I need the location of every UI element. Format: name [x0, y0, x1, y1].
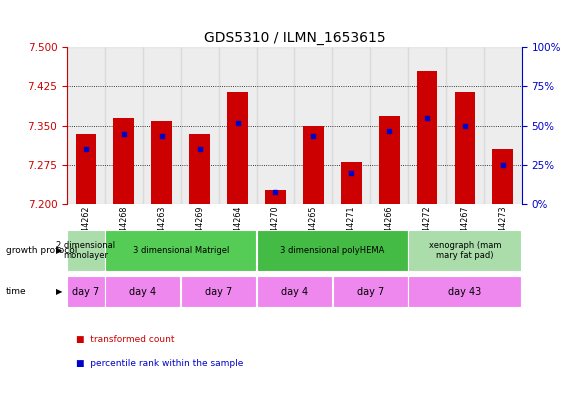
- Title: GDS5310 / ILMN_1653615: GDS5310 / ILMN_1653615: [203, 31, 385, 45]
- Text: day 7: day 7: [205, 287, 232, 297]
- Bar: [417, 71, 437, 204]
- Bar: [303, 126, 324, 204]
- Bar: [446, 47, 484, 204]
- Text: ■  transformed count: ■ transformed count: [76, 336, 174, 344]
- Bar: [333, 276, 408, 307]
- Bar: [67, 47, 105, 204]
- Bar: [189, 134, 210, 204]
- Bar: [265, 190, 286, 204]
- Text: 3 dimensional polyHEMA: 3 dimensional polyHEMA: [280, 246, 385, 255]
- Bar: [370, 47, 408, 204]
- Text: time: time: [6, 287, 26, 296]
- Text: growth protocol: growth protocol: [6, 246, 77, 255]
- Bar: [409, 276, 521, 307]
- Bar: [105, 47, 143, 204]
- Bar: [484, 47, 522, 204]
- Bar: [106, 230, 256, 271]
- Bar: [379, 116, 399, 204]
- Text: 2 dimensional
monolayer: 2 dimensional monolayer: [57, 241, 115, 260]
- Bar: [181, 276, 256, 307]
- Text: 3 dimensional Matrigel: 3 dimensional Matrigel: [132, 246, 229, 255]
- Text: ▶: ▶: [57, 287, 63, 296]
- Bar: [257, 230, 408, 271]
- Bar: [408, 47, 446, 204]
- Text: day 7: day 7: [357, 287, 384, 297]
- Text: day 43: day 43: [448, 287, 482, 297]
- Text: day 4: day 4: [281, 287, 308, 297]
- Bar: [257, 47, 294, 204]
- Bar: [152, 121, 172, 204]
- Text: day 4: day 4: [129, 287, 156, 297]
- Text: ▶: ▶: [57, 246, 63, 255]
- Text: day 7: day 7: [72, 287, 100, 297]
- Bar: [257, 276, 332, 307]
- Bar: [219, 47, 257, 204]
- Bar: [455, 92, 475, 204]
- Bar: [294, 47, 332, 204]
- Bar: [181, 47, 219, 204]
- Bar: [227, 92, 248, 204]
- Text: xenograph (mam
mary fat pad): xenograph (mam mary fat pad): [429, 241, 501, 260]
- Bar: [143, 47, 181, 204]
- Text: ■  percentile rank within the sample: ■ percentile rank within the sample: [76, 359, 243, 368]
- Bar: [76, 134, 96, 204]
- Bar: [341, 162, 361, 204]
- Bar: [106, 276, 180, 307]
- Bar: [114, 118, 134, 204]
- Bar: [68, 230, 104, 271]
- Bar: [68, 276, 104, 307]
- Bar: [332, 47, 370, 204]
- Bar: [493, 149, 513, 204]
- Bar: [409, 230, 521, 271]
